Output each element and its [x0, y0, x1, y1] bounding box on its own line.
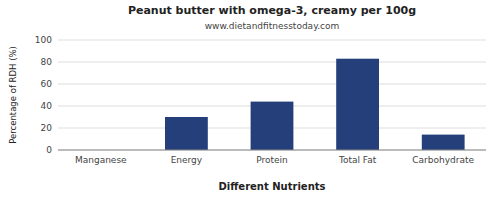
x-tick-label: Manganese	[75, 155, 127, 165]
grid-line	[58, 150, 486, 151]
x-axis-line	[58, 150, 486, 151]
grid-line	[58, 40, 486, 41]
bar	[251, 102, 294, 150]
chart: 0 20 40 60 80 100 Manganese Energy Protein Total …	[0, 0, 500, 200]
bar	[165, 117, 208, 150]
x-tick-label: Energy	[171, 155, 203, 165]
bars	[165, 59, 465, 150]
y-tick-label: 20	[41, 123, 53, 133]
bar	[336, 59, 379, 150]
y-tick-label: 80	[41, 57, 53, 67]
grid-line	[58, 62, 486, 63]
y-axis-label: Percentage of RDH (%)	[8, 46, 18, 144]
x-axis-label: Different Nutrients	[219, 181, 326, 192]
grid-line	[58, 84, 486, 85]
x-tick-label: Carbohydrate	[412, 155, 474, 165]
bar	[422, 135, 465, 150]
y-tick-label: 60	[41, 79, 53, 89]
y-tick-label: 0	[46, 145, 52, 155]
y-tick-label: 100	[35, 35, 52, 45]
y-tick-label: 40	[41, 101, 53, 111]
subtitle: www.dietandfitnesstoday.com	[205, 21, 340, 31]
x-tick-label: Total Fat	[338, 155, 377, 165]
title: Peanut butter with omega-3, creamy per 1…	[128, 4, 416, 17]
grid	[58, 40, 486, 150]
x-tick-label: Protein	[256, 155, 288, 165]
